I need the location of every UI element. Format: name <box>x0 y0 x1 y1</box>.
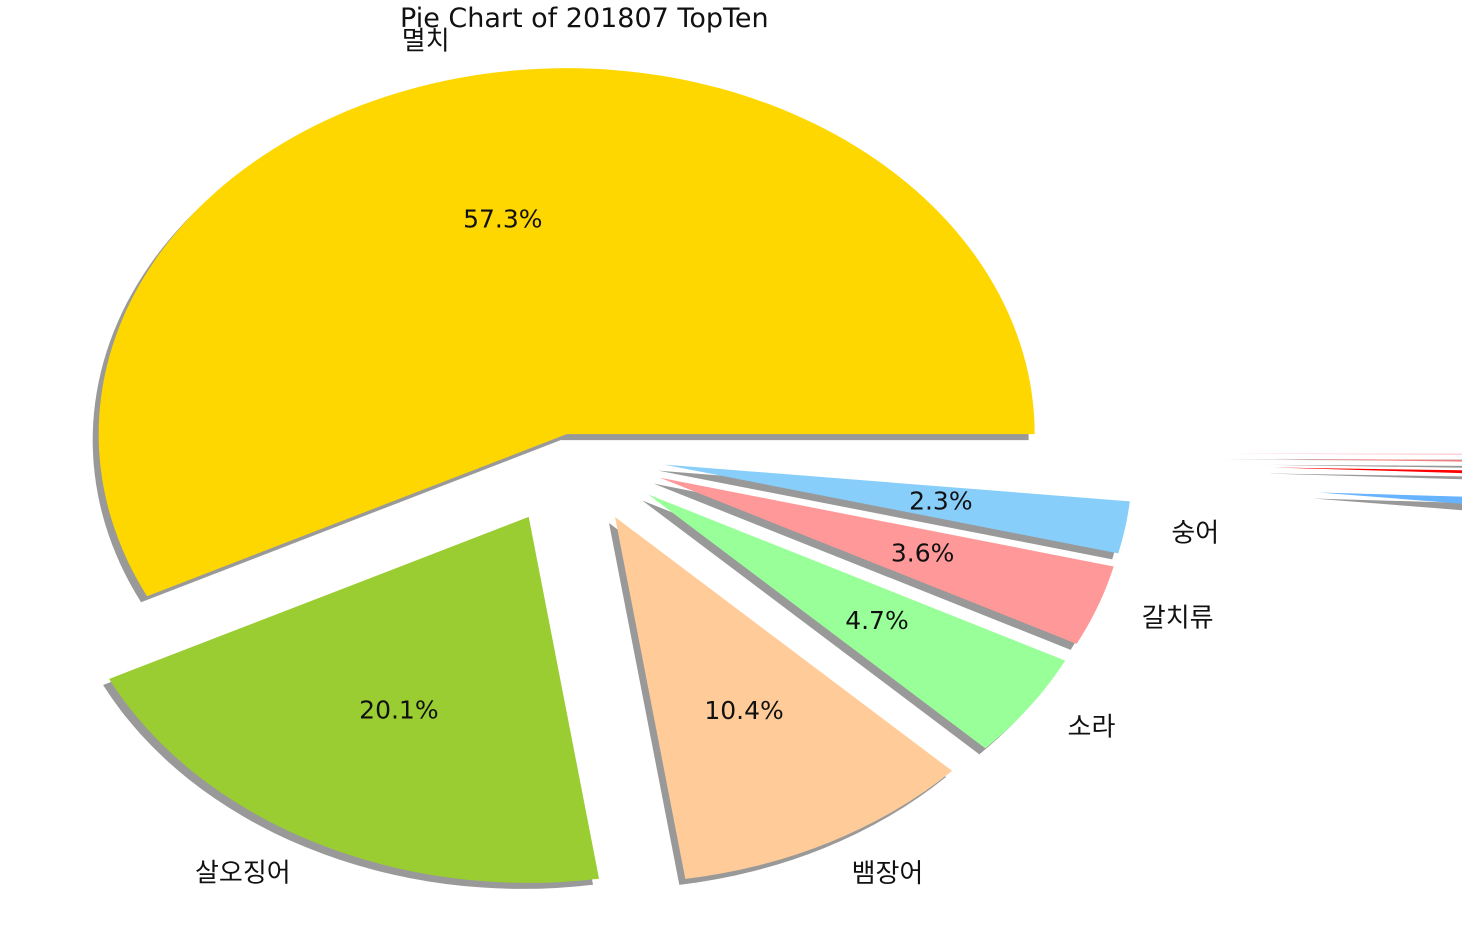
pie-slice <box>1273 467 1462 474</box>
slice-percent-labels: 57.3%20.1%10.4%4.7%3.6%2.3%1.0%0.3%0.2%0… <box>359 204 973 725</box>
slice-percent-label: 4.7% <box>845 606 909 635</box>
pie-slice <box>659 477 1114 644</box>
slice-label: 소라 <box>1068 713 1116 743</box>
slice-shadow <box>1313 498 1462 511</box>
slice-label: 갈치류 <box>1142 603 1214 633</box>
slice-label: 숭어 <box>1171 518 1219 548</box>
slice-label: 살오징어 <box>195 858 291 888</box>
pie-slice <box>1227 453 1462 455</box>
pie-slice <box>615 517 953 879</box>
slice-percent-label: 57.3% <box>463 204 542 233</box>
pie-slice <box>1273 458 1462 462</box>
slice-label: 멸치 <box>402 27 450 57</box>
pie-slice <box>648 494 1066 749</box>
pie-slice <box>664 464 1130 554</box>
slice-percent-label: 20.1% <box>359 696 438 725</box>
slice-shadow <box>1267 464 1462 468</box>
slice-percent-label: 10.4% <box>704 696 783 725</box>
slice-labels: 멸치살오징어뱀장어소라갈치류숭어고등어삭지키조개꽃게 <box>195 27 1219 889</box>
chart-title: Pie Chart of 201807 TopTen <box>400 3 769 34</box>
pie-slice <box>98 68 1035 597</box>
pie-slices <box>98 68 1462 883</box>
slice-percent-label: 3.6% <box>891 539 955 568</box>
pie-slice <box>109 516 600 883</box>
slice-percent-label: 2.3% <box>909 486 973 515</box>
slice-label: 뱀장어 <box>852 859 924 889</box>
pie-slice <box>1319 492 1462 504</box>
slice-shadow <box>658 470 1124 560</box>
slice-shadow <box>1267 473 1462 480</box>
